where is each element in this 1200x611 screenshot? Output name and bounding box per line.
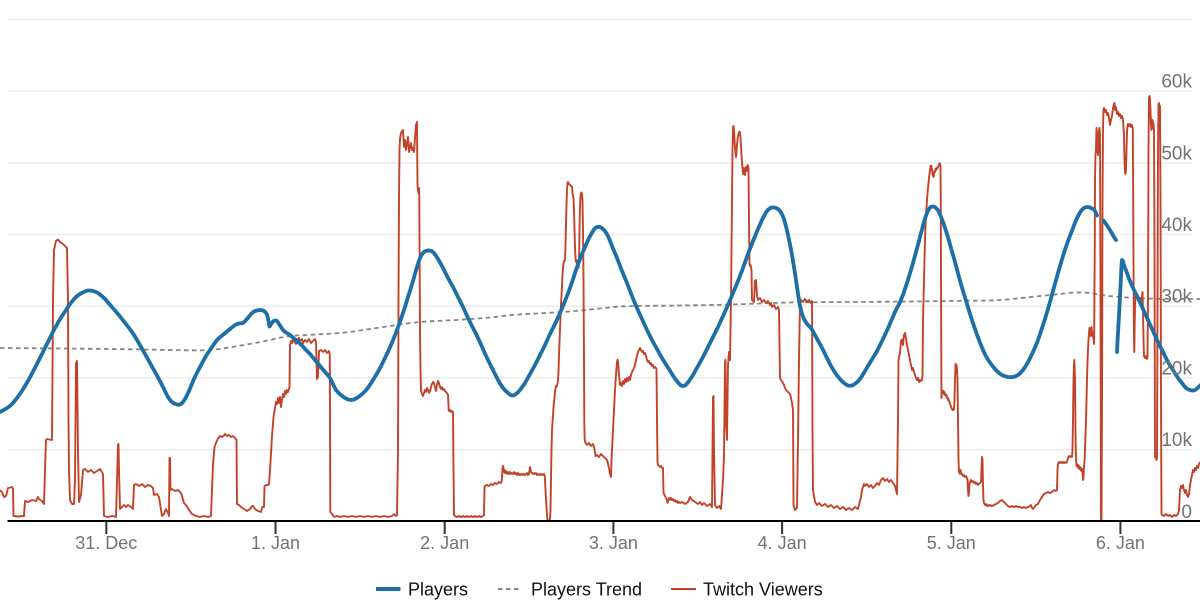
svg-text:20k: 20k (1161, 358, 1192, 379)
svg-text:4. Jan: 4. Jan (758, 533, 807, 553)
svg-text:40k: 40k (1161, 215, 1192, 236)
svg-text:31. Dec: 31. Dec (75, 533, 137, 553)
svg-text:0: 0 (1181, 502, 1192, 523)
svg-text:30k: 30k (1161, 287, 1192, 308)
svg-text:1. Jan: 1. Jan (251, 533, 300, 553)
svg-text:2. Jan: 2. Jan (420, 533, 469, 553)
svg-text:Players: Players (408, 580, 468, 600)
svg-text:6. Jan: 6. Jan (1096, 533, 1145, 553)
svg-text:50k: 50k (1161, 143, 1192, 164)
svg-text:60k: 60k (1161, 72, 1192, 93)
svg-text:5. Jan: 5. Jan (927, 533, 976, 553)
svg-text:Twitch Viewers: Twitch Viewers (703, 580, 823, 600)
svg-text:10k: 10k (1161, 430, 1192, 451)
svg-text:Players Trend: Players Trend (531, 580, 642, 600)
svg-text:3. Jan: 3. Jan (589, 533, 638, 553)
